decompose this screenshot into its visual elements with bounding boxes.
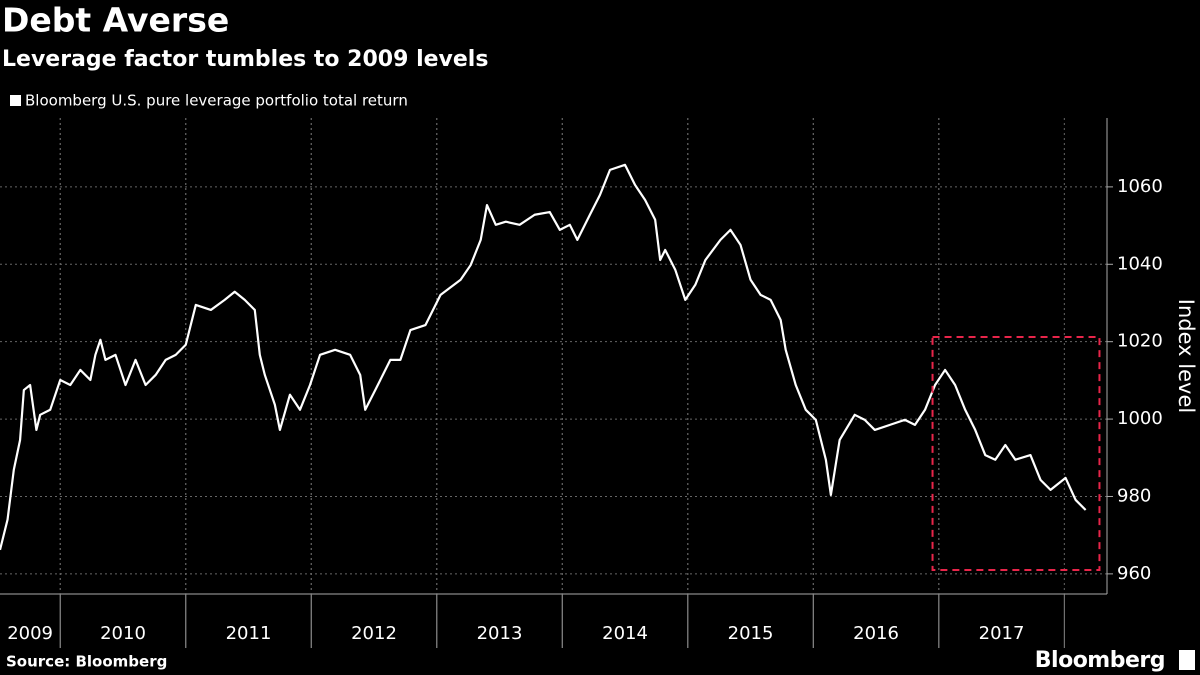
x-tick-label: 2015 [728, 623, 774, 644]
line-series [0, 163, 1087, 551]
source: Source: Bloomberg [6, 653, 167, 671]
x-tick-label: 2010 [100, 623, 146, 644]
legend-swatch [10, 95, 21, 106]
x-tick-label: 2012 [351, 623, 397, 644]
x-tick-label: 2013 [477, 623, 523, 644]
brand: Bloomberg [1035, 648, 1165, 673]
y-tick-label: 980 [1117, 485, 1151, 506]
y-tick-label: 1000 [1117, 408, 1163, 429]
x-tick-label: 2017 [979, 623, 1025, 644]
y-tick-label: 960 [1117, 563, 1151, 584]
chart-title: Debt Averse [2, 1, 229, 40]
x-tick-label: 2009 [7, 623, 53, 644]
x-tick-label: 2014 [602, 623, 648, 644]
x-tick-label: 2016 [853, 623, 899, 644]
x-tick-label: 2011 [226, 623, 272, 644]
y-axis-label: Index level [1174, 299, 1198, 413]
y-tick-label: 1060 [1117, 176, 1163, 197]
chart-subtitle: Leverage factor tumbles to 2009 levels [2, 47, 488, 72]
y-tick-label: 1020 [1117, 331, 1163, 352]
brand-icon [1179, 650, 1195, 670]
y-tick-label: 1040 [1117, 253, 1163, 274]
highlight-box [931, 336, 1101, 572]
legend-label: Bloomberg U.S. pure leverage portfolio t… [25, 92, 408, 110]
